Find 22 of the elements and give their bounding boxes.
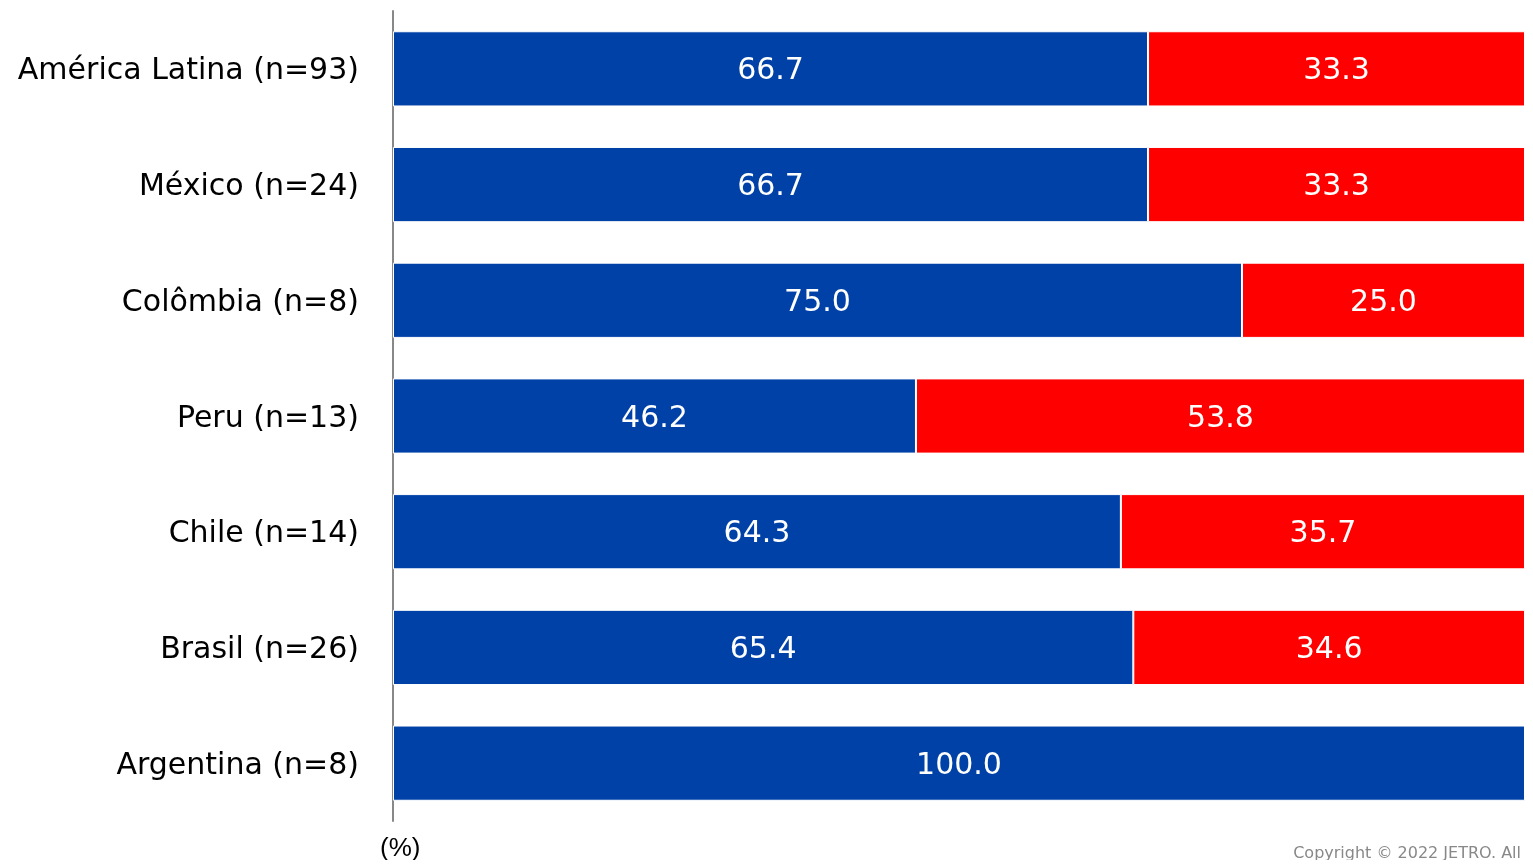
text: Copyright © 2022 JETRO. All xyxy=(1293,842,1521,862)
data-label: 46.2 xyxy=(621,398,688,434)
data-label: 64.3 xyxy=(723,514,791,550)
data-label: 100.0 xyxy=(916,745,1002,781)
data-label: 75.0 xyxy=(784,282,851,318)
data-label: 33.3 xyxy=(1303,167,1370,203)
bar xyxy=(393,725,1525,801)
data-label: 35.7 xyxy=(1289,514,1357,550)
data-label: 53.8 xyxy=(1187,398,1254,434)
data-label: 66.7 xyxy=(737,167,804,203)
data-label: 33.3 xyxy=(1303,51,1370,87)
data-label: 66.7 xyxy=(737,51,804,87)
data-label: 34.6 xyxy=(1295,629,1363,665)
y-tick-label: América Latina (n=93) xyxy=(17,51,359,87)
y-tick-label: Brasil (n=26) xyxy=(160,629,359,665)
data-label: 25.0 xyxy=(1350,282,1417,318)
y-tick-label: Chile (n=14) xyxy=(168,514,359,550)
y-tick-label: Colômbia (n=8) xyxy=(121,282,359,318)
y-tick-label: Peru (n=13) xyxy=(176,398,359,434)
y-tick-label: México (n=24) xyxy=(138,167,359,203)
data-label: 65.4 xyxy=(729,629,797,665)
y-tick-label: Argentina (n=8) xyxy=(116,745,359,781)
